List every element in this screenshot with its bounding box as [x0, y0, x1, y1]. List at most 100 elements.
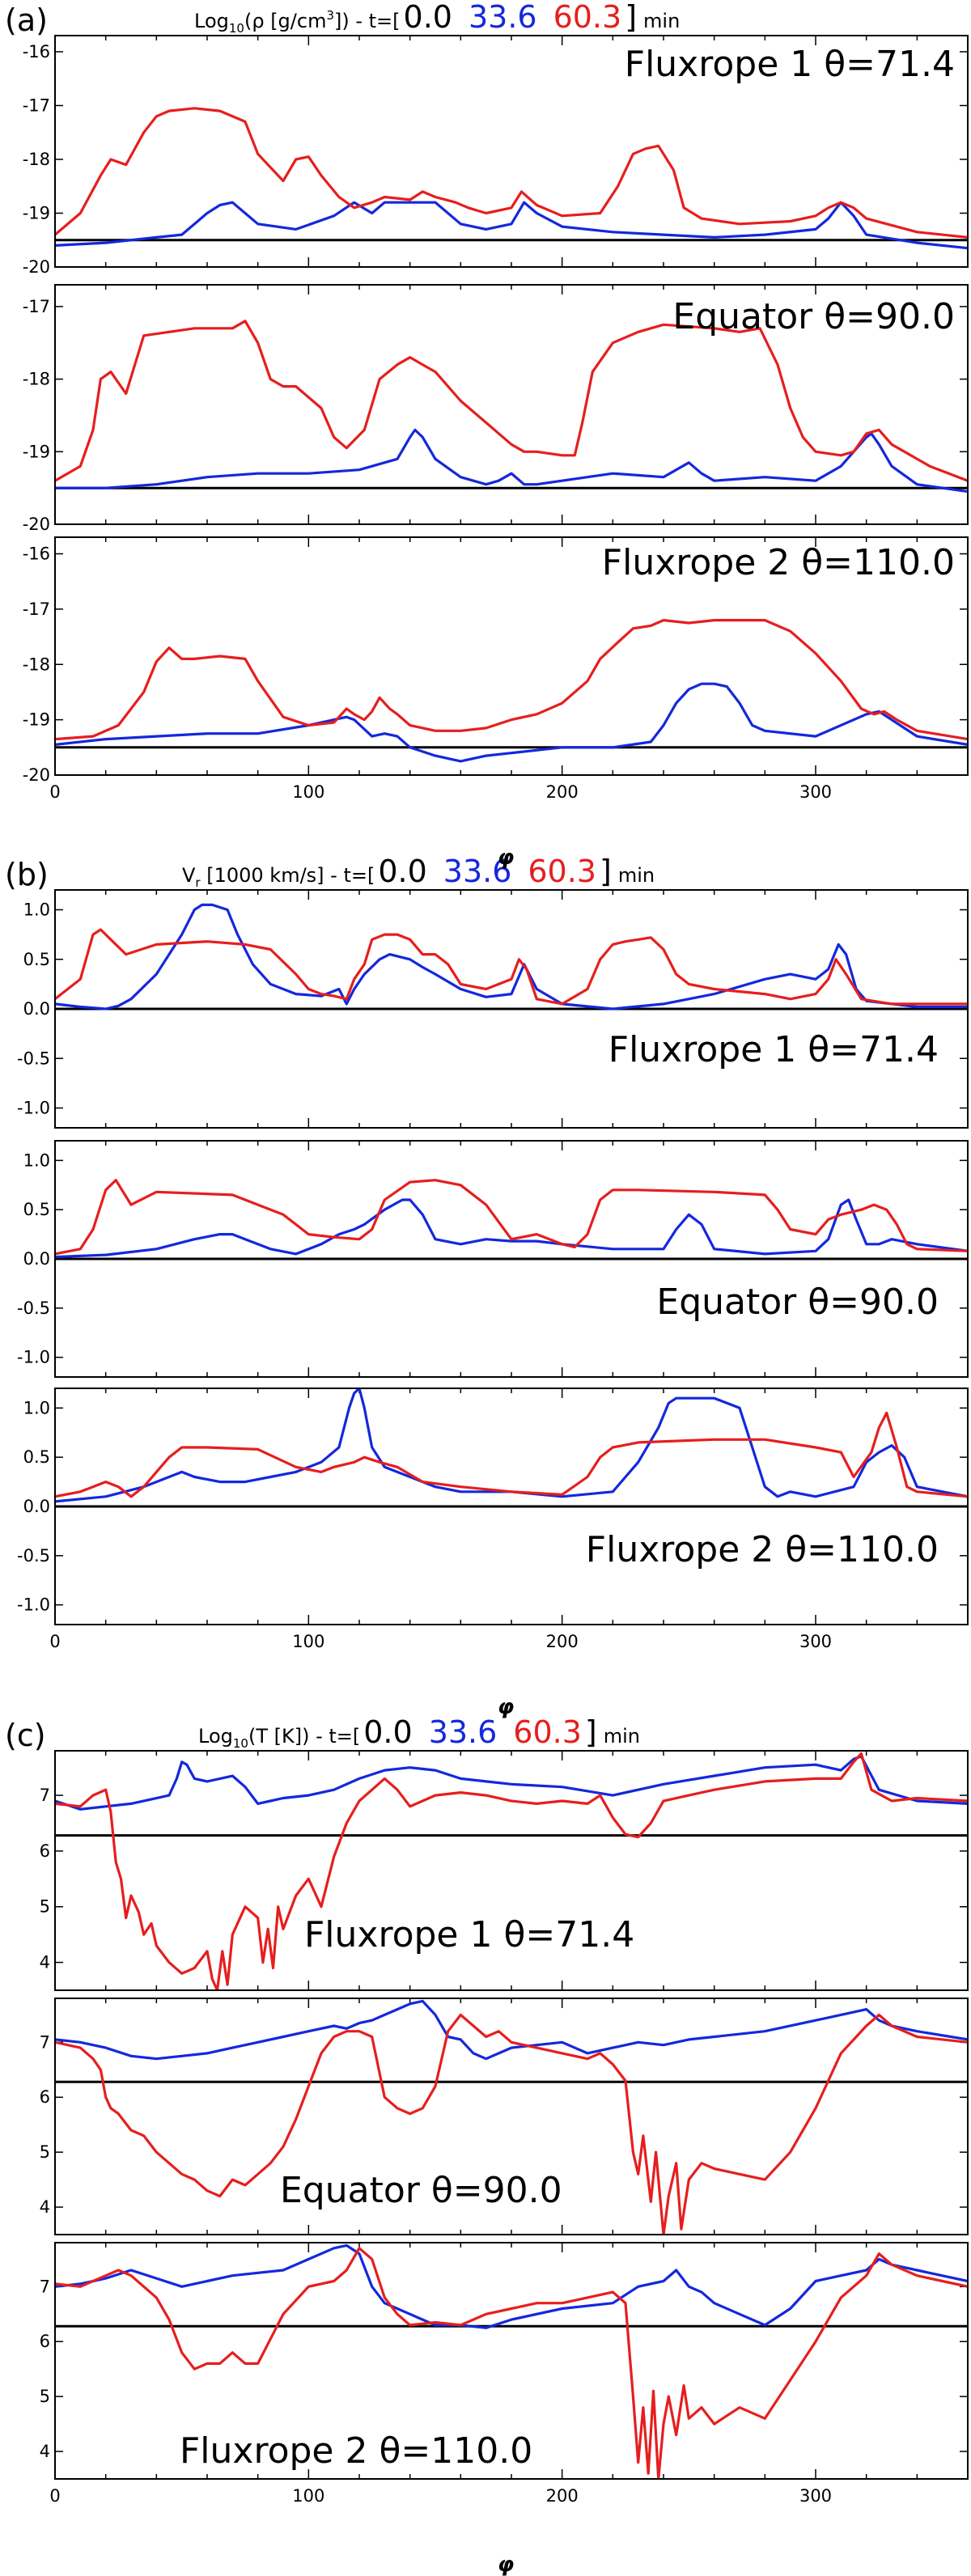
- y-tick-label: 0.5: [23, 950, 50, 969]
- series-line-t1: [55, 1198, 968, 1259]
- time-label-0: 0.0: [404, 0, 452, 35]
- x-axis-label: φ: [498, 845, 514, 870]
- x-tick-label: 200: [546, 1632, 579, 1651]
- panel-2: -20 -19 -18 -17 Equator θ=90.0: [23, 284, 969, 534]
- y-tick-label: -19: [23, 442, 50, 461]
- title-unit: min: [643, 10, 680, 32]
- y-tick-label: 0.0: [23, 1249, 50, 1269]
- y-tick-label: 7: [40, 2032, 50, 2052]
- x-axis-label: φ: [498, 2553, 514, 2576]
- group-title: Log10(ρ [g/cm3]) - t=[0.0 33.6 60.3] min: [194, 0, 680, 36]
- series-line-t2: [55, 1411, 968, 1498]
- title-subscript: 10: [233, 1736, 248, 1751]
- time-label-2: 60.3: [553, 0, 622, 35]
- title-mid: (T [K]) - t=[: [248, 1725, 360, 1748]
- y-tick-label: 0.0: [23, 999, 50, 1019]
- title-mid: [1000 km/s] - t=[: [201, 864, 375, 887]
- title-subscript: 10: [229, 21, 244, 36]
- y-tick-label: -17: [23, 600, 50, 619]
- title-unit: min: [618, 864, 655, 887]
- time-label-2: 60.3: [513, 1714, 582, 1750]
- panel-frame: [54, 1750, 969, 1991]
- group-title: Log10(T [K]) - t=[0.0 33.6 60.3] min: [198, 1714, 640, 1751]
- panel-6: -1.0 -0.5 0.0 0.5 1.0 0 100 200 300 Fluxrope 2 θ=…: [17, 1388, 969, 1651]
- x-tick-label: 300: [799, 1632, 832, 1651]
- panel-label: Equator θ=90.0: [656, 1282, 939, 1323]
- time-label-1: 33.6: [469, 0, 537, 35]
- panel-label: Fluxrope 1 θ=71.4: [625, 44, 955, 85]
- series-line-t2: [55, 2247, 968, 2479]
- y-tick-label: -19: [23, 710, 50, 730]
- y-tick-label: -20: [23, 765, 50, 785]
- x-tick-label: 300: [799, 782, 832, 802]
- panel-9: 4 5 6 7 0 100 200 300 Fluxrope 2 θ=110.0: [40, 2242, 969, 2506]
- group-b-header: (b) Vr [1000 km/s] - t=[0.0 33.6 60.3] min: [5, 854, 655, 892]
- y-tick-label: 0.0: [23, 1497, 50, 1516]
- y-tick-label: -0.5: [17, 1049, 50, 1068]
- y-tick-label: -17: [23, 297, 50, 316]
- x-tick-label: 0: [49, 2486, 60, 2506]
- title-unit: min: [604, 1725, 640, 1748]
- y-tick-label: 6: [40, 2332, 50, 2351]
- panel-label: Fluxrope 1 θ=71.4: [304, 1914, 634, 1955]
- title-prefix: V: [182, 864, 196, 887]
- y-tick-label: -1.0: [17, 1595, 50, 1615]
- x-tick-label: 100: [292, 782, 324, 802]
- time-label-0: 0.0: [378, 854, 426, 889]
- y-tick-label: 5: [40, 2387, 50, 2406]
- title-prefix: Log: [194, 10, 229, 32]
- series-line-t1: [55, 201, 968, 250]
- panel-frame: [54, 2242, 969, 2480]
- panel-frame: [54, 1998, 969, 2235]
- y-tick-label: 0.5: [23, 1447, 50, 1467]
- panel-5: -1.0 -0.5 0.0 0.5 1.0 Equator θ=90.0: [17, 1140, 969, 1378]
- y-tick-label: 5: [40, 1897, 50, 1917]
- series-line-t2: [55, 107, 968, 239]
- panel-frame: [54, 284, 969, 525]
- y-tick-label: -18: [23, 655, 50, 674]
- title-close: ]: [625, 0, 637, 35]
- title-superscript: 3: [326, 8, 334, 23]
- panel-label: Equator θ=90.0: [672, 296, 955, 337]
- y-tick-label: 6: [40, 1841, 50, 1861]
- group-title: Vr [1000 km/s] - t=[0.0 33.6 60.3] min: [182, 854, 655, 890]
- group-c-header: (c) Log10(T [K]) - t=[0.0 33.6 60.3] min: [5, 1714, 640, 1753]
- y-tick-label: 4: [40, 2442, 50, 2461]
- series-line-t1: [55, 1755, 968, 1811]
- x-tick-label: 200: [546, 782, 579, 802]
- y-tick-label: -18: [23, 370, 50, 389]
- y-tick-label: 7: [40, 1786, 50, 1805]
- group-letter: (a): [5, 2, 48, 38]
- x-tick-label: 100: [292, 1632, 324, 1651]
- title-mid: (ρ [g/cm: [244, 10, 326, 32]
- y-tick-label: -17: [23, 95, 50, 115]
- series-line-t2: [55, 320, 968, 482]
- group-letter: (c): [5, 1718, 46, 1753]
- panel-frame: [54, 1388, 969, 1625]
- x-tick-label: 0: [49, 1632, 60, 1651]
- y-tick-label: 1.0: [23, 900, 50, 920]
- panel-label: Fluxrope 2 θ=110.0: [602, 542, 955, 583]
- panel-label: Fluxrope 1 θ=71.4: [608, 1029, 939, 1070]
- panel-frame: [54, 889, 969, 1129]
- y-tick-label: -19: [23, 203, 50, 222]
- time-label-1: 33.6: [443, 854, 512, 889]
- series-line-t1: [55, 682, 968, 763]
- y-tick-label: -1.0: [17, 1348, 50, 1367]
- y-tick-label: 4: [40, 1953, 50, 1972]
- y-tick-label: 7: [40, 2277, 50, 2296]
- time-label-2: 60.3: [528, 854, 596, 889]
- x-axis-label: φ: [498, 1695, 514, 1719]
- panel-label: Equator θ=90.0: [280, 2170, 562, 2211]
- y-tick-label: -1.0: [17, 1099, 50, 1118]
- panel-1: -20 -19 -18 -17 -16 Fluxrope 1 θ=71.4: [23, 35, 969, 277]
- title-close: ]: [585, 1714, 597, 1750]
- series-line-t2: [55, 928, 968, 1006]
- x-tick-label: 200: [546, 2486, 579, 2506]
- y-tick-label: -0.5: [17, 1299, 50, 1318]
- y-tick-label: 4: [40, 2197, 50, 2217]
- panel-3: -20 -19 -18 -17 -16 0 100 200 300 Fluxrope 2 θ=11…: [23, 536, 969, 802]
- series-line-t2: [55, 618, 968, 741]
- x-tick-label: 100: [292, 2486, 324, 2506]
